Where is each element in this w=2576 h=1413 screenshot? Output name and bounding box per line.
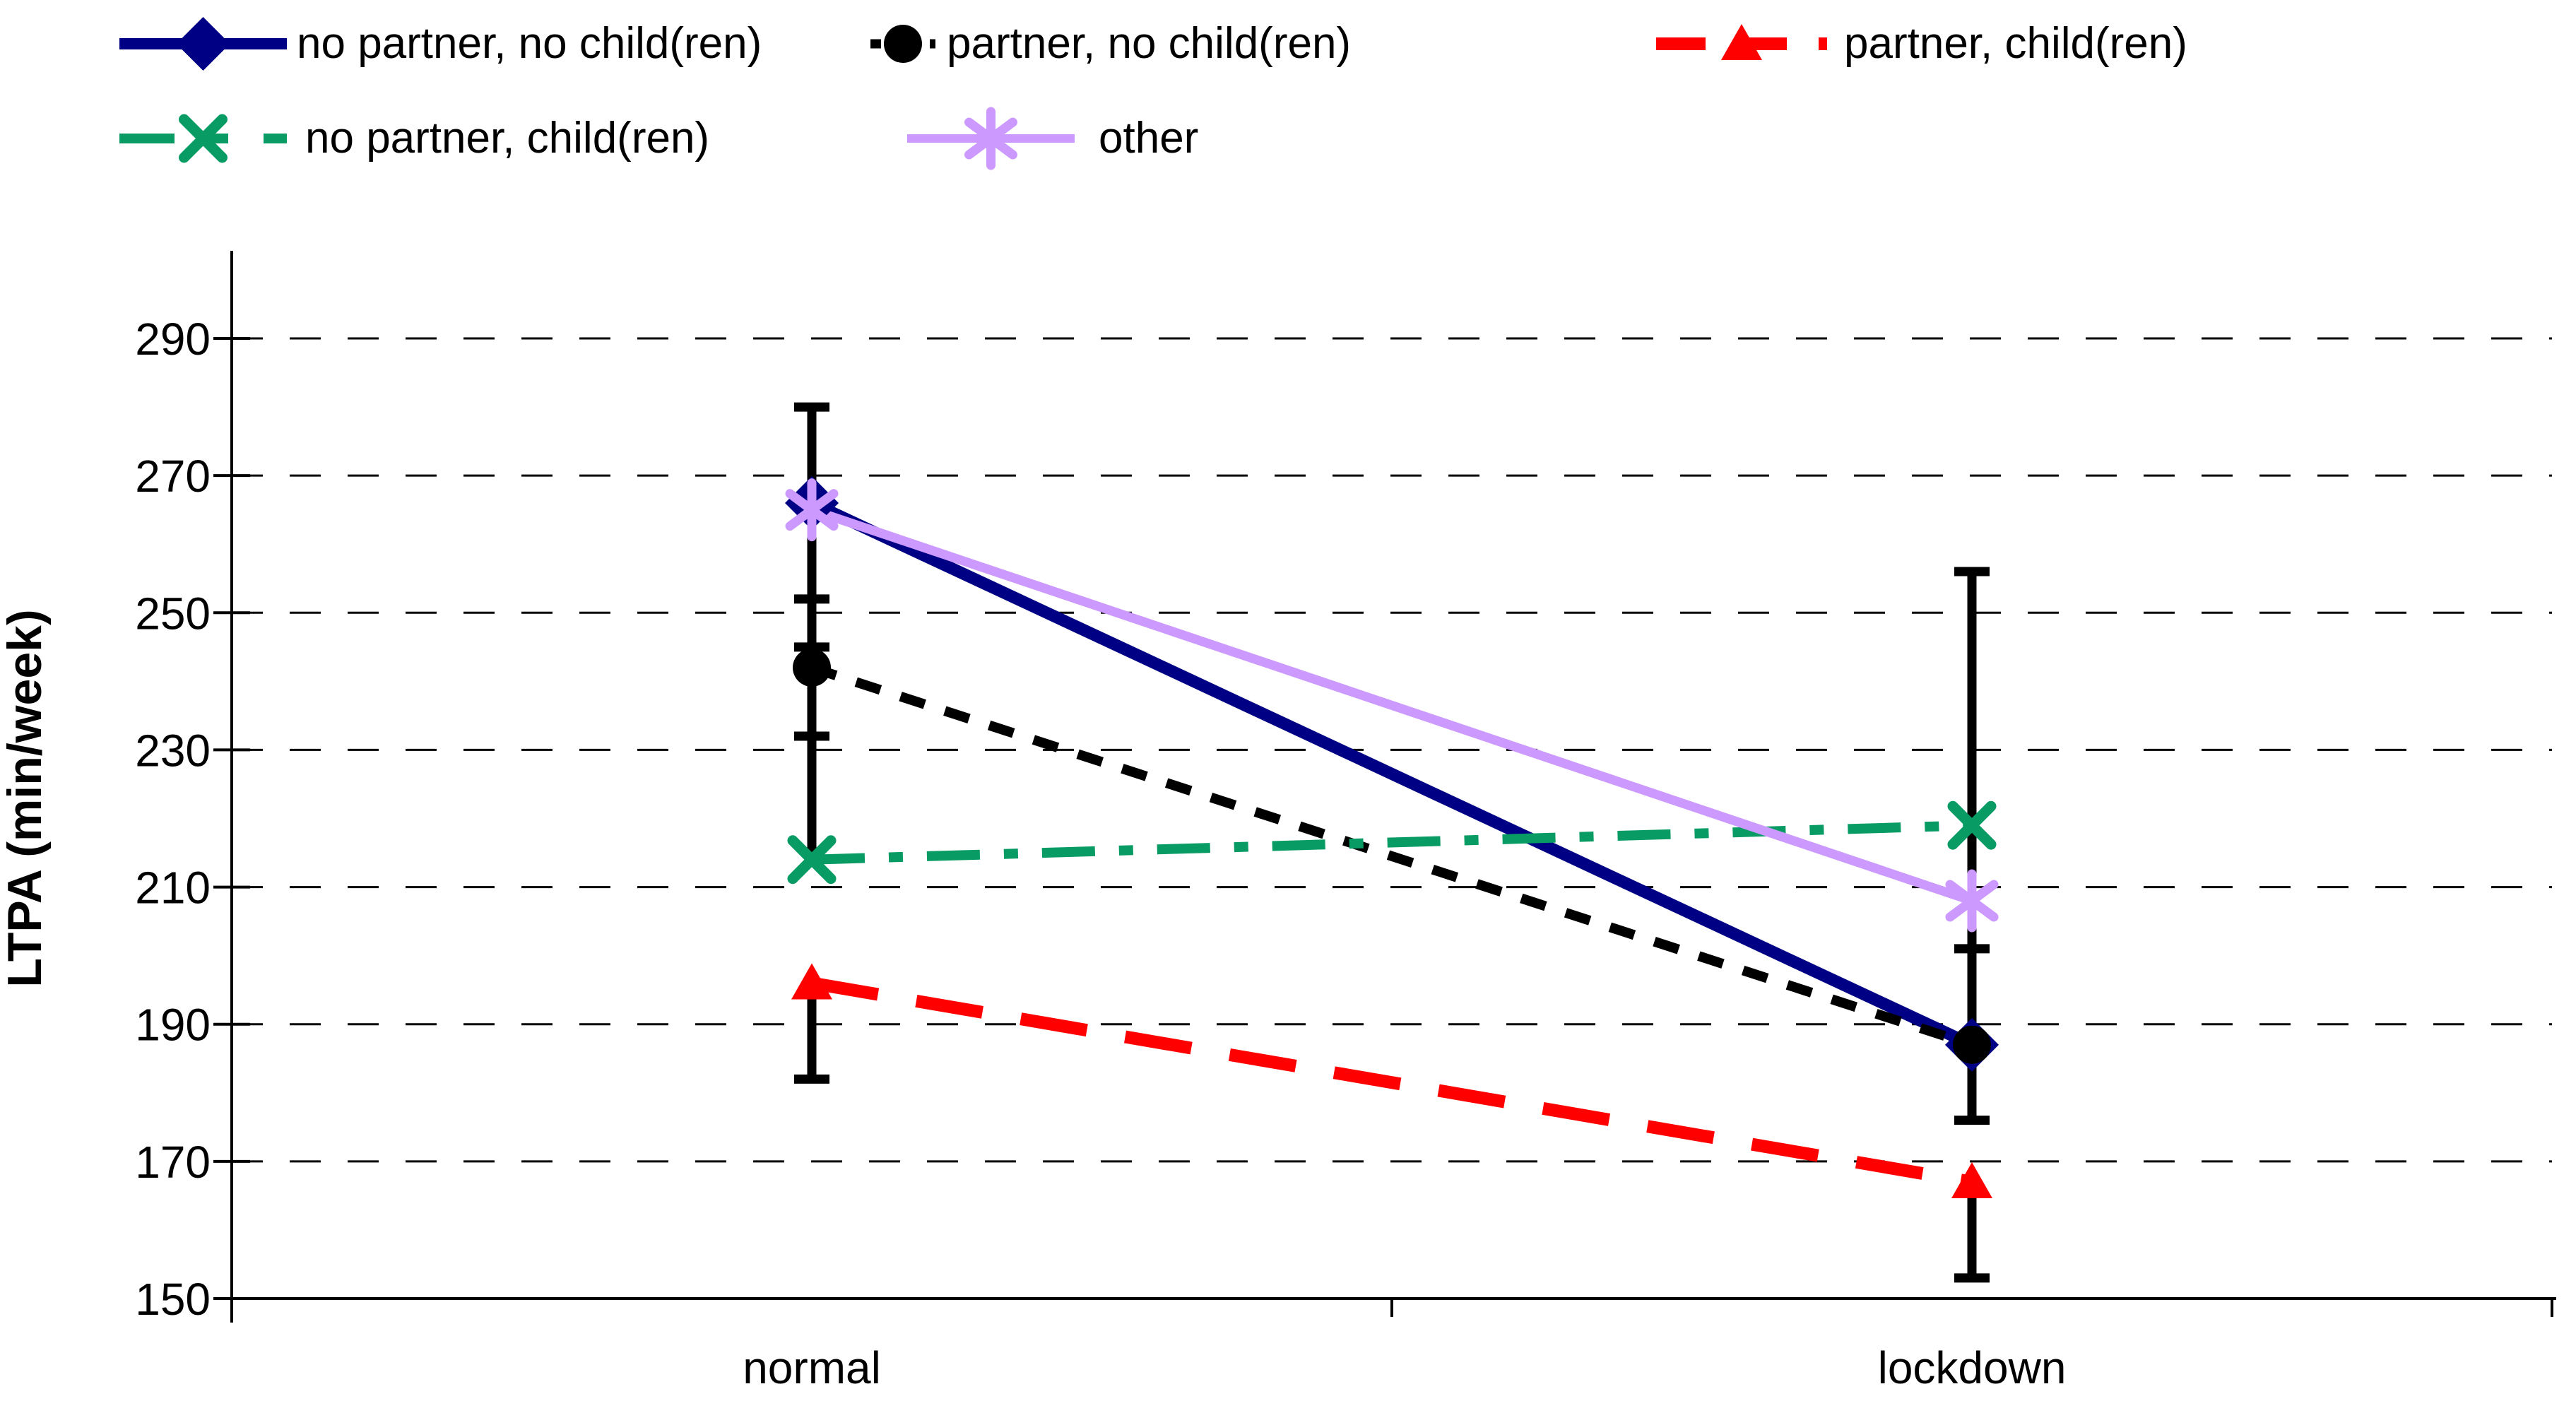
series-line-2 (810, 976, 1973, 1188)
legend-item-no-partner-no-children: no partner, no child(ren) (117, 12, 762, 76)
circle-marker (1953, 1025, 1991, 1064)
triangle-marker (1721, 24, 1762, 60)
y-tick-label: 270 (135, 451, 211, 502)
circle-marker (793, 648, 831, 687)
x-marker (1947, 800, 1997, 850)
x-marker (787, 835, 837, 885)
y-axis-title: LTPA (min/week) (0, 609, 52, 987)
axes (213, 251, 2556, 1323)
green-dashdot-x-line-icon (119, 114, 287, 163)
axis-labels: 150 170 190 210 230 250 270 290 normal lockdown (135, 314, 2066, 1393)
asterisk-marker (1945, 880, 1999, 922)
triangle-marker (1951, 1161, 1992, 1198)
y-tick-label: 150 (135, 1274, 211, 1325)
series-line-1 (810, 663, 1974, 1050)
red-dashed-triangle-line-icon (1656, 24, 1827, 60)
series-line-4 (810, 505, 1974, 906)
series-markers (785, 475, 1999, 1198)
asterisk-marker (785, 489, 839, 531)
legend-item-partner-children: partner, child(ren) (1653, 12, 2187, 76)
gridlines (232, 337, 2552, 1163)
legend-label: partner, no child(ren) (947, 19, 1352, 68)
violet-solid-asterisk-line-icon (907, 107, 1075, 170)
y-tick-label: 170 (135, 1137, 211, 1188)
y-tick-label: 230 (135, 725, 211, 776)
y-tick-label: 290 (135, 314, 211, 365)
legend-item-partner-no-children: partner, no child(ren) (868, 12, 1351, 76)
triangle-marker (791, 963, 832, 1000)
y-tick-label: 190 (135, 1000, 211, 1051)
x-category-label: normal (743, 1342, 881, 1393)
series-lines (809, 497, 1975, 1188)
legend-item-no-partner-children: no partner, child(ren) (117, 107, 709, 170)
series-line-0 (809, 497, 1975, 1051)
legend-label: no partner, no child(ren) (297, 19, 762, 68)
circle-marker (884, 25, 922, 63)
y-tick-label: 250 (135, 588, 211, 639)
legend-item-other: other (904, 107, 1198, 170)
asterisk-marker (964, 117, 1017, 160)
legend-label: partner, child(ren) (1844, 19, 2187, 68)
x-category-label: lockdown (1878, 1342, 2067, 1393)
legend-label: other (1099, 114, 1199, 162)
diamond-marker (176, 17, 230, 71)
x-marker (179, 114, 228, 163)
y-tick-label: 210 (135, 863, 211, 914)
navy-solid-diamond-line-icon (119, 17, 287, 71)
legend-label: no partner, child(ren) (305, 114, 710, 162)
black-dashed-circle-line-icon (870, 25, 935, 63)
